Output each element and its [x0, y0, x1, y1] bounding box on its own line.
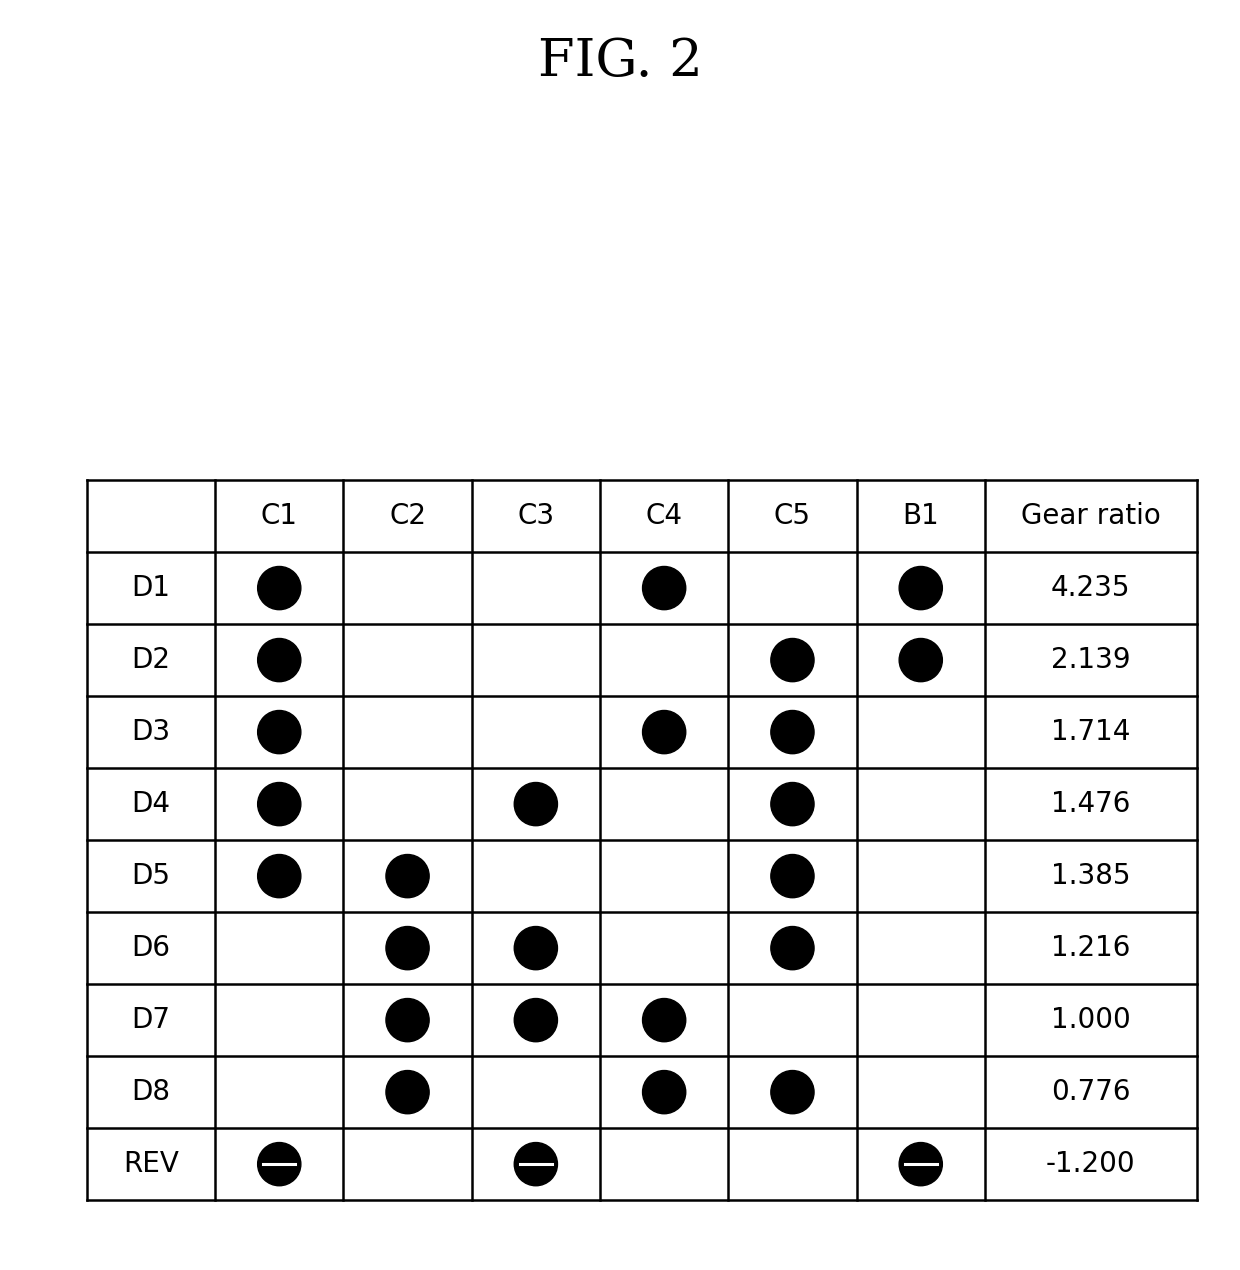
Text: C3: C3	[517, 502, 554, 530]
Text: C4: C4	[646, 502, 683, 530]
Text: C5: C5	[774, 502, 811, 530]
Text: D8: D8	[131, 1078, 170, 1106]
Text: 0.776: 0.776	[1052, 1078, 1131, 1106]
Text: Gear ratio: Gear ratio	[1021, 502, 1161, 530]
Text: C2: C2	[389, 502, 427, 530]
Text: 2.139: 2.139	[1052, 646, 1131, 674]
Text: D5: D5	[131, 862, 170, 890]
Text: D7: D7	[131, 1006, 170, 1034]
Text: D1: D1	[131, 574, 170, 602]
Text: B1: B1	[903, 502, 939, 530]
Text: FIG. 2: FIG. 2	[538, 36, 702, 86]
Text: REV: REV	[123, 1151, 179, 1179]
Text: 1.714: 1.714	[1052, 718, 1131, 745]
Text: D3: D3	[131, 718, 171, 745]
Text: 1.000: 1.000	[1050, 1006, 1131, 1034]
Text: D4: D4	[131, 790, 170, 818]
Text: 4.235: 4.235	[1052, 574, 1131, 602]
Text: 1.476: 1.476	[1052, 790, 1131, 818]
Text: C1: C1	[260, 502, 298, 530]
Text: D2: D2	[131, 646, 170, 674]
Text: 1.216: 1.216	[1052, 935, 1131, 963]
Text: D6: D6	[131, 935, 170, 963]
Text: 1.385: 1.385	[1052, 862, 1131, 890]
Text: -1.200: -1.200	[1045, 1151, 1136, 1179]
